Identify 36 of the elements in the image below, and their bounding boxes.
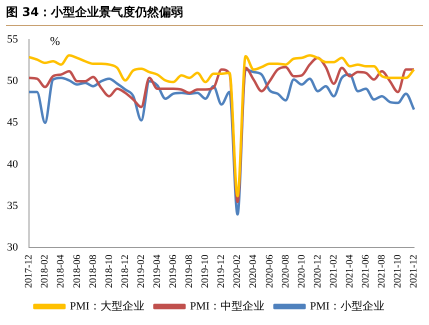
- y-tick-label: 45: [7, 116, 18, 129]
- x-tick-label: 2021-12: [408, 254, 420, 288]
- y-tick-label: 50: [7, 75, 18, 88]
- x-tick-label: 2019-12: [216, 254, 228, 288]
- x-tick-label: 2020-04: [248, 254, 260, 288]
- x-tick-label: 2018-08: [88, 254, 99, 288]
- chart-title: 图 34：小型企业景气度仍然偏弱: [6, 4, 423, 26]
- x-tick-label: 2018-06: [72, 254, 83, 288]
- x-tick-label: 2018-04: [56, 254, 67, 288]
- x-tick-label: 2017-12: [24, 254, 35, 288]
- x-tick-label: 2019-06: [168, 254, 179, 288]
- x-tick-label: 2020-12: [312, 254, 324, 288]
- x-tick-label: 2019-08: [184, 254, 196, 288]
- y-tick-label: 30: [7, 242, 18, 254]
- x-tick-label: 2020-06: [264, 254, 276, 288]
- y-tick-label: 35: [7, 200, 18, 212]
- x-tick-label: 2020-10: [296, 254, 308, 288]
- legend-label: PMI：中型企业: [190, 299, 265, 312]
- x-tick-label: 2019-02: [136, 254, 147, 288]
- y-axis-title: %: [50, 34, 60, 49]
- y-tick-label: 40: [7, 158, 18, 170]
- x-tick-label: 2021-10: [392, 254, 404, 288]
- x-tick-label: 2018-12: [120, 254, 131, 288]
- x-tick-label: 2021-06: [360, 254, 372, 288]
- x-tick-label: 2018-10: [104, 254, 115, 288]
- legend-label: PMI：大型企业: [70, 299, 144, 312]
- legend-label: PMI：小型企业: [310, 299, 385, 312]
- x-tick-label: 2019-10: [200, 254, 212, 288]
- x-tick-label: 2019-04: [152, 254, 163, 288]
- x-tick-label: 2018-02: [40, 254, 51, 288]
- x-tick-label: 2020-02: [232, 254, 244, 288]
- x-tick-label: 2021-08: [376, 254, 388, 288]
- x-tick-label: 2020-08: [280, 254, 292, 288]
- x-tick-label: 2021-04: [344, 254, 356, 288]
- x-tick-label: 2021-02: [328, 254, 340, 288]
- y-tick-label: 55: [7, 33, 18, 46]
